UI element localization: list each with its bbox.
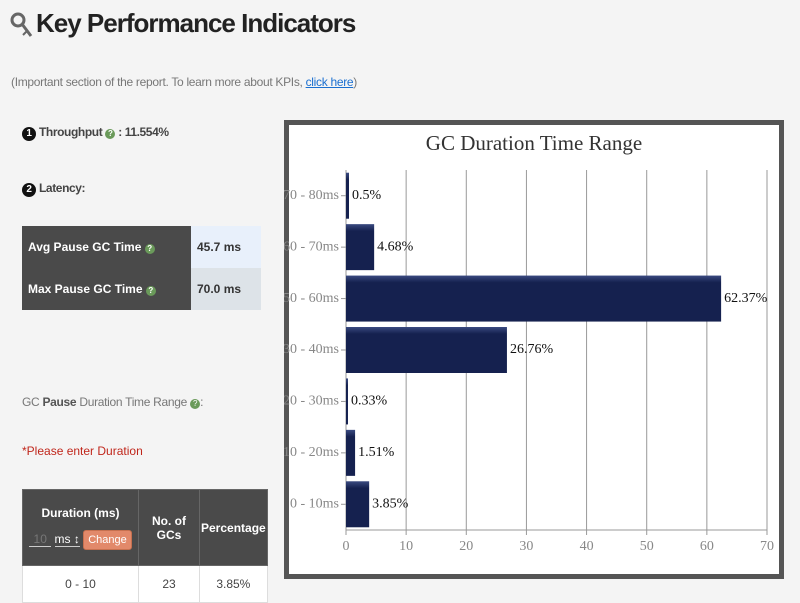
throughput: 1 Throughput ? : 11.554%	[22, 125, 169, 141]
bar	[346, 275, 722, 322]
y-tick-label: 50 - 60ms	[284, 291, 339, 306]
bar	[346, 378, 348, 425]
throughput-label: Throughput	[39, 125, 103, 139]
cell: 0 - 10	[22, 565, 139, 603]
y-tick-label: 70 - 80ms	[284, 188, 339, 203]
chart: GC Duration Time Range 0 10 20 30 40 50 60 70 70…	[284, 120, 784, 579]
metric-name: Avg Pause GC Time	[28, 240, 142, 254]
x-tick-label: 0	[343, 539, 350, 554]
subtitle-text: (Important section of the report. To lea…	[11, 75, 306, 89]
cell: 23	[138, 565, 200, 603]
help-icon[interactable]: ?	[105, 129, 116, 139]
key-icon	[10, 12, 33, 37]
help-icon[interactable]: ?	[190, 399, 201, 409]
header: No. of GCs	[138, 489, 200, 566]
x-tick-label: 40	[580, 539, 594, 554]
latency-label: Latency:	[39, 181, 86, 195]
x-tick-label: 70	[760, 539, 774, 554]
cell: 3.85%	[199, 565, 268, 603]
latency-table: Avg Pause GC Time ? 45.7 ms Max Pause GC …	[22, 226, 261, 310]
gc-range-label: GC Pause Duration Time Range ?:	[22, 395, 203, 409]
subtitle: (Important section of the report. To lea…	[11, 75, 357, 89]
text: :	[200, 395, 204, 409]
duration-table: Duration (ms) 10 ms ↕ Change No. of GCs …	[22, 489, 268, 603]
change-button[interactable]: Change	[83, 529, 132, 550]
duration-input[interactable]: 10	[29, 532, 52, 547]
value-label: 4.68%	[377, 239, 414, 254]
unit: ms	[54, 531, 71, 546]
step-number: 1	[22, 127, 36, 141]
value-label: 26.76%	[510, 342, 553, 357]
latency: 2 Latency:	[22, 181, 86, 197]
value-label: 0.5%	[352, 188, 382, 203]
x-tick-label: 10	[399, 539, 413, 554]
help-icon[interactable]: ?	[144, 244, 155, 254]
warning: *Please enter Duration	[22, 444, 143, 458]
y-tick-label: 30 - 40ms	[284, 342, 339, 357]
value-label: 62.37%	[724, 291, 768, 306]
step-number: 2	[22, 183, 36, 197]
text: Duration Time Range	[76, 395, 188, 409]
y-tick-label: 0 - 10ms	[290, 497, 339, 512]
x-tick-label: 30	[519, 539, 533, 554]
help-icon[interactable]: ?	[145, 286, 156, 296]
subtitle-end: )	[353, 75, 357, 89]
metric-name: Max Pause GC Time	[28, 282, 143, 296]
value-label: 3.85%	[372, 497, 409, 512]
throughput-value: : 11.554%	[118, 125, 169, 139]
x-tick-label: 60	[700, 539, 714, 554]
y-tick-label: 60 - 70ms	[284, 239, 339, 254]
metric-value: 70.0 ms	[191, 268, 261, 310]
bar	[346, 172, 350, 219]
page-title: Key Performance Indicators	[36, 8, 356, 38]
chart-title: GC Duration Time Range	[426, 131, 642, 155]
text: Pause	[42, 395, 77, 409]
y-tick-label: 20 - 30ms	[284, 394, 339, 409]
header: Percentage	[199, 489, 268, 566]
y-tick-label: 10 - 20ms	[284, 445, 339, 460]
x-tick-label: 50	[640, 539, 654, 554]
bar	[346, 327, 507, 373]
unit-select[interactable]: ms ↕	[54, 531, 80, 547]
bar	[346, 429, 356, 476]
bar	[346, 224, 375, 271]
metric-value: 45.7 ms	[191, 226, 261, 268]
text: GC	[22, 395, 43, 409]
value-label: 0.33%	[351, 394, 388, 409]
value-label: 1.51%	[358, 445, 395, 460]
bar	[346, 481, 370, 528]
x-tick-label: 20	[459, 539, 473, 554]
kpi-link[interactable]: click here	[305, 75, 354, 89]
header: Duration (ms)	[41, 505, 120, 520]
